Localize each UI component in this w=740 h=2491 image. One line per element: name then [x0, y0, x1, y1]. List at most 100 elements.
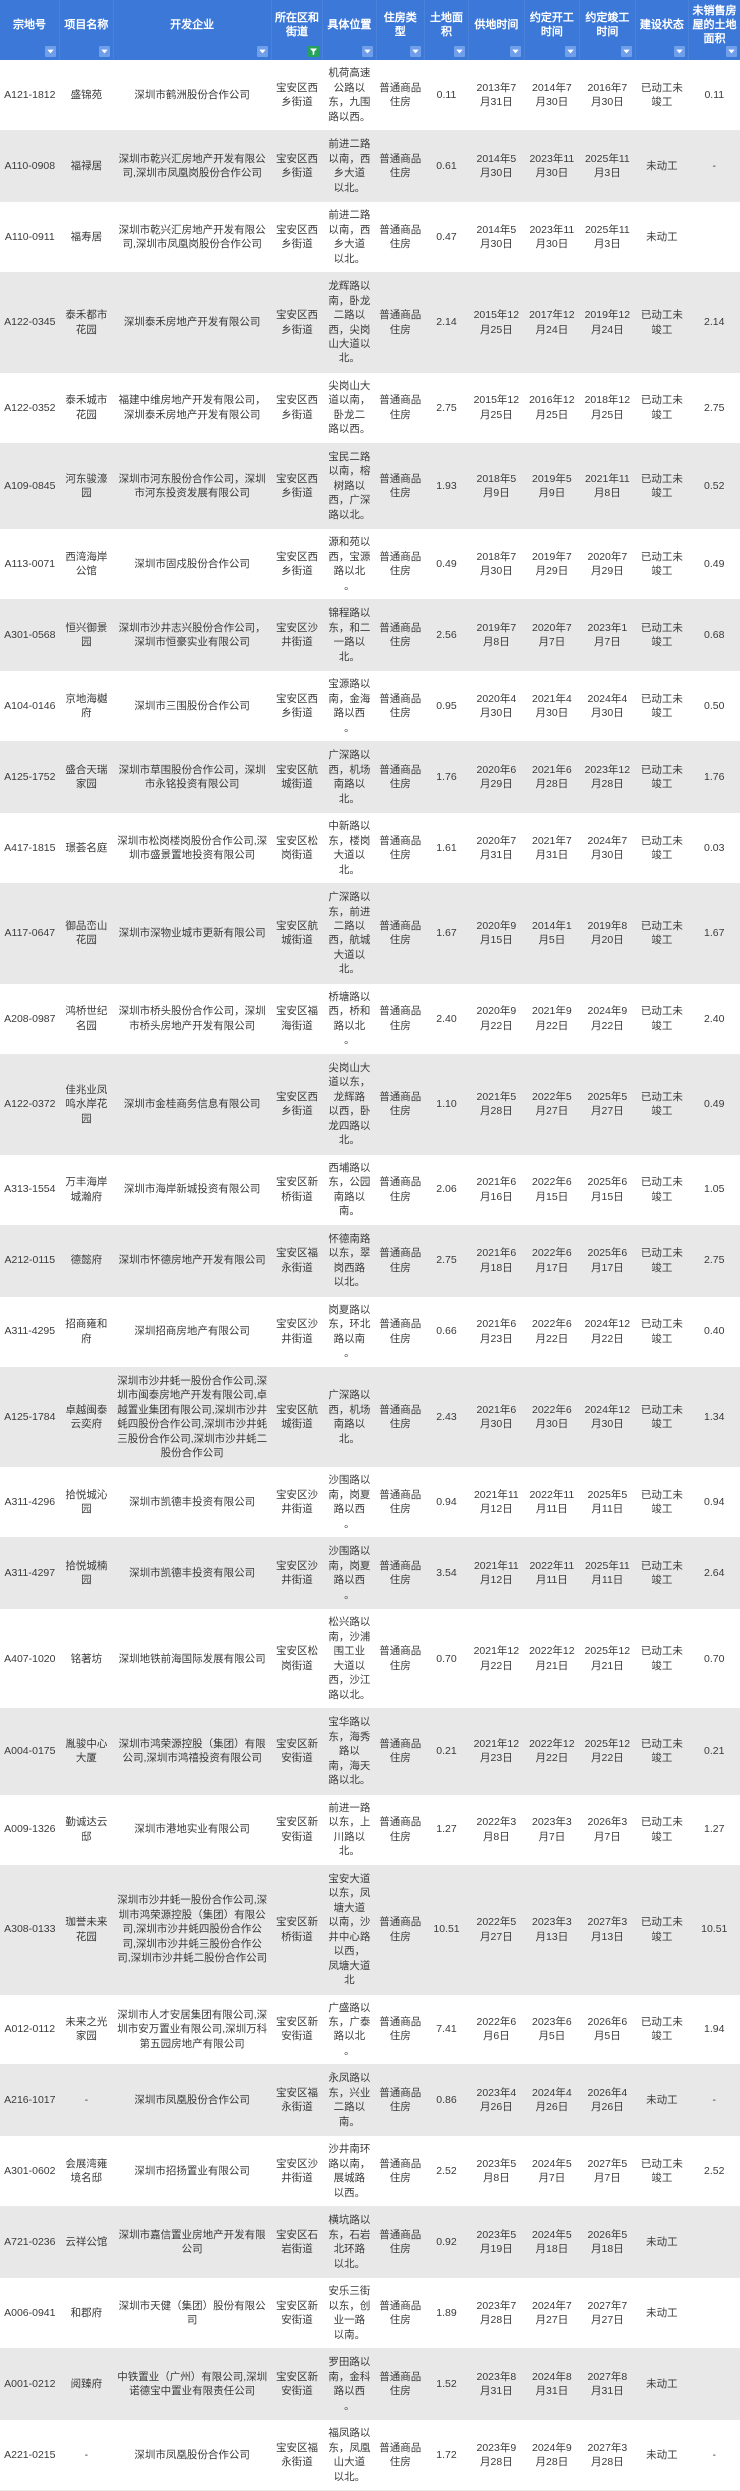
table-row[interactable]: A122-0345 泰禾都市花园 深圳泰禾房地产开发有限公司 宝安区西乡街道 龙辉路以南…	[0, 272, 740, 373]
filter-dropdown-icon[interactable]	[409, 46, 421, 58]
table-row[interactable]: A001-0212 阅臻府 中铁置业（广州）有限公司,深圳诺德宝中置业有限责任公司宝…	[0, 2348, 740, 2421]
cell-zone: 宝安区石岩街道	[271, 2206, 323, 2279]
cell-developer: 深圳市河东股份合作公司，深圳市河东投资发展有限公司	[113, 443, 272, 530]
cell-name: 勤诚达云邸	[59, 1794, 114, 1866]
cell-code: A009-1326	[0, 1794, 60, 1866]
filter-dropdown-icon[interactable]	[98, 46, 110, 58]
filter-dropdown-icon[interactable]	[361, 46, 373, 58]
table-row[interactable]: A208-0987 鸿桥世纪名园 深圳市桥头股份合作公司，深圳市桥头房地产开发有限公…	[0, 983, 740, 1055]
cell-area: 0.21	[424, 1708, 469, 1795]
cell-supply_date: 2021年6月18日	[468, 1225, 525, 1297]
cell-status: 已动工未竣工	[635, 812, 689, 885]
filter-dropdown-icon[interactable]	[565, 46, 577, 58]
table-row[interactable]: A006-0941 和郡府 深圳市天健（集团）股份有限公司 宝安区新安街道 安乐三街以东…	[0, 2277, 740, 2350]
table-row[interactable]: A012-0112 未来之光家园 深圳市人才安居集团有限公司,深圳市安万置业有限公司…	[0, 1994, 740, 2066]
table-row[interactable]: A221-0215- 深圳市凤凰股份合作公司 宝安区福永街道 福凤路以东，凤凰山大道 …	[0, 2419, 740, 2491]
col-header-start-date[interactable]: 约定开工时间	[524, 0, 581, 61]
col-header-supply-date[interactable]: 供地时间	[468, 0, 525, 61]
table-row[interactable]: A110-0911 福寿居 深圳市乾兴汇房地产开发有限公司,深圳市凤凰岗股份合作公司…	[0, 201, 740, 274]
cell-developer: 深圳市乾兴汇房地产开发有限公司,深圳市凤凰岗股份合作公司	[113, 201, 272, 274]
cell-type: 普通商品住房	[376, 2206, 425, 2279]
col-header-finish-date[interactable]: 约定竣工时间	[579, 0, 636, 61]
cell-status: 已动工未竣工	[635, 883, 689, 984]
cell-name: 泰禾都市花园	[59, 272, 114, 373]
filter-dropdown-active-icon[interactable]	[308, 46, 320, 58]
table-row[interactable]: A125-1784 卓越闽泰云奕府 深圳市沙井蚝一股份合作公司,深圳市闽泰房地产开发…	[0, 1367, 740, 1468]
table-row[interactable]: A009-1326 勤诚达云邸 深圳市港地实业有限公司 宝安区新安街道 前进一路以东，上…	[0, 1794, 740, 1866]
col-header-area[interactable]: 土地面积	[424, 0, 470, 61]
cell-supply_date: 2021年6月30日	[468, 1367, 525, 1468]
col-header-name[interactable]: 项目名称	[59, 0, 114, 61]
cell-area: 0.11	[424, 60, 469, 132]
cell-finish_date: 2025年11月11日	[579, 1537, 636, 1610]
cell-position: 罗田路以南，金科路以西 。	[322, 2348, 377, 2421]
table-row[interactable]: A117-0647 御品峦山花园 深圳市深物业城市更新有限公司 宝安区航城街道 广深路以…	[0, 883, 740, 984]
filter-dropdown-icon[interactable]	[256, 46, 268, 58]
cell-name: 恒兴御景园	[59, 599, 114, 672]
cell-start_date: 2021年4月30日	[524, 670, 580, 743]
col-header-developer[interactable]: 开发企业	[113, 0, 272, 61]
table-row[interactable]: A004-0175 胤骏中心大厦 深圳市鸿荣源控股（集团）有限公司,深圳市鸿禧投资有…	[0, 1708, 740, 1795]
table-row[interactable]: A301-0602 会展湾雍境名邸 深圳市招扬置业有限公司 宝安区沙井街道 沙井南环路以…	[0, 2135, 740, 2208]
cell-developer: 深圳市沙井志兴股份合作公司，深圳市恒豪实业有限公司	[113, 599, 272, 672]
table-row[interactable]: A311-4295 招商雍和府 深圳招商房地产有限公司 宝安区沙井街道 岗夏路以东，环北…	[0, 1296, 740, 1368]
cell-developer: 深圳市松岗楼岗股份合作公司,深圳市盛景置地投资有限公司	[113, 812, 272, 885]
table-row[interactable]: A121-1812 盛锦苑 深圳市鹤洲股份合作公司 宝安区西乡街道 机荷高速公路以东，九…	[0, 60, 740, 132]
cell-unsold_area: 0.49	[688, 1054, 740, 1155]
col-header-unsold-area[interactable]: 未销售房屋的土地面积	[688, 0, 740, 61]
table-row[interactable]: A407-1020 铭著坊 深圳地铁前海国际发展有限公司 宝安区松岗街道 松兴路以南，沙…	[0, 1608, 740, 1710]
cell-unsold_area: 1.05	[688, 1154, 740, 1226]
cell-area: 1.27	[424, 1794, 469, 1866]
cell-status: 已动工未竣工	[635, 1608, 689, 1710]
col-header-type[interactable]: 住房类型	[376, 0, 425, 61]
table-row[interactable]: A308-0133 珈誉未来花园 深圳市沙井蚝一股份合作公司,深圳市鸿荣源控股（集团…	[0, 1865, 740, 1995]
table-row[interactable]: A311-4296 拾悦城沁园 深圳市凯德丰投资有限公司 宝安区沙井街道 沙围路以南，岗…	[0, 1466, 740, 1539]
table-row[interactable]: A721-0236 云祥公馆 深圳市嘉信置业房地产开发有限公司 宝安区石岩街道 横坑路以…	[0, 2206, 740, 2279]
table-row[interactable]: A313-1554 万丰海岸城瀚府 深圳市海岸新城投资有限公司 宝安区新桥街道 西埔路以…	[0, 1154, 740, 1226]
table-row[interactable]: A125-1752 盛合天瑞家园 深圳市草围股份合作公司，深圳市永铭投资有限公司 宝安…	[0, 741, 740, 814]
cell-name: 京地海樾府	[59, 670, 114, 743]
col-header-position[interactable]: 具体位置	[322, 0, 377, 61]
table-row[interactable]: A122-0352 泰禾城市花园 福建中维房地产开发有限公司，深圳泰禾房地产开发有限…	[0, 372, 740, 444]
cell-start_date: 2022年11月11日	[524, 1466, 580, 1539]
col-header-zone[interactable]: 所在区和街道	[271, 0, 324, 61]
filter-dropdown-icon[interactable]	[674, 46, 686, 58]
col-header-status[interactable]: 建设状态	[635, 0, 690, 61]
cell-finish_date: 2020年7月29日	[579, 528, 636, 601]
table-row[interactable]: A122-0372 佳兆业凤鸣水岸花园 深圳市金桂商务信息有限公司 宝安区西乡街道 尖岗…	[0, 1054, 740, 1155]
cell-supply_date: 2021年12月22日	[468, 1608, 525, 1710]
filter-dropdown-icon[interactable]	[509, 46, 521, 58]
cell-name: 阅臻府	[59, 2348, 114, 2421]
table-row[interactable]: A301-0568 恒兴御景园 深圳市沙井志兴股份合作公司，深圳市恒豪实业有限公司宝…	[0, 599, 740, 672]
filter-dropdown-icon[interactable]	[45, 46, 57, 58]
cell-unsold_area: 2.14	[688, 272, 740, 373]
table-row[interactable]: A212-0115 德懿府 深圳市怀德房地产开发有限公司 宝安区福永街道 怀德南路以东，…	[0, 1225, 740, 1297]
cell-code: A117-0647	[0, 883, 60, 984]
cell-position: 广深路以西，机场南路以 北。	[322, 741, 377, 814]
cell-type: 普通商品住房	[376, 2277, 425, 2350]
col-header-code[interactable]: 宗地号	[0, 0, 61, 61]
table-row[interactable]: A110-0908 福禄居 深圳市乾兴汇房地产开发有限公司,深圳市凤凰岗股份合作公司…	[0, 130, 740, 203]
cell-area: 2.43	[424, 1367, 469, 1468]
cell-area: 0.47	[424, 201, 469, 274]
table-row[interactable]: A216-1017- 深圳市凤凰股份合作公司 宝安区福永街道 永凤路以东，兴业二路以 …	[0, 2064, 740, 2137]
cell-developer: 深圳市招扬置业有限公司	[113, 2135, 272, 2208]
table-row[interactable]: A311-4297 拾悦城楠园 深圳市凯德丰投资有限公司 宝安区沙井街道 沙围路以南，岗…	[0, 1537, 740, 1610]
table-row[interactable]: A417-1815 璟荟名庭 深圳市松岗楼岗股份合作公司,深圳市盛景置地投资有限公司…	[0, 812, 740, 885]
cell-zone: 宝安区新安街道	[271, 1794, 323, 1866]
cell-finish_date: 2025年11月3日	[579, 201, 636, 274]
filter-dropdown-icon[interactable]	[620, 46, 632, 58]
table-row[interactable]: A113-0071 西湾海岸公馆 深圳市固戍股份合作公司 宝安区西乡街道 源和苑以西，宝…	[0, 528, 740, 601]
cell-unsold_area: 0.50	[688, 670, 740, 743]
cell-supply_date: 2023年4月26日	[468, 2064, 525, 2137]
cell-area: 1.61	[424, 812, 469, 885]
table-row[interactable]: A104-0146 京地海樾府 深圳市三围股份合作公司 宝安区西乡街道 宝源路以南，金海…	[0, 670, 740, 743]
cell-zone: 宝安区西乡街道	[271, 670, 323, 743]
cell-type: 普通商品住房	[376, 2135, 425, 2208]
table-row[interactable]: A109-0845 河东骏濠园 深圳市河东股份合作公司，深圳市河东投资发展有限公司宝…	[0, 443, 740, 530]
column-label: 土地面积	[430, 11, 464, 38]
cell-zone: 宝安区福永街道	[271, 1225, 323, 1297]
cell-unsold_area	[688, 201, 740, 274]
filter-dropdown-icon[interactable]	[726, 46, 737, 58]
filter-dropdown-icon[interactable]	[454, 46, 466, 58]
